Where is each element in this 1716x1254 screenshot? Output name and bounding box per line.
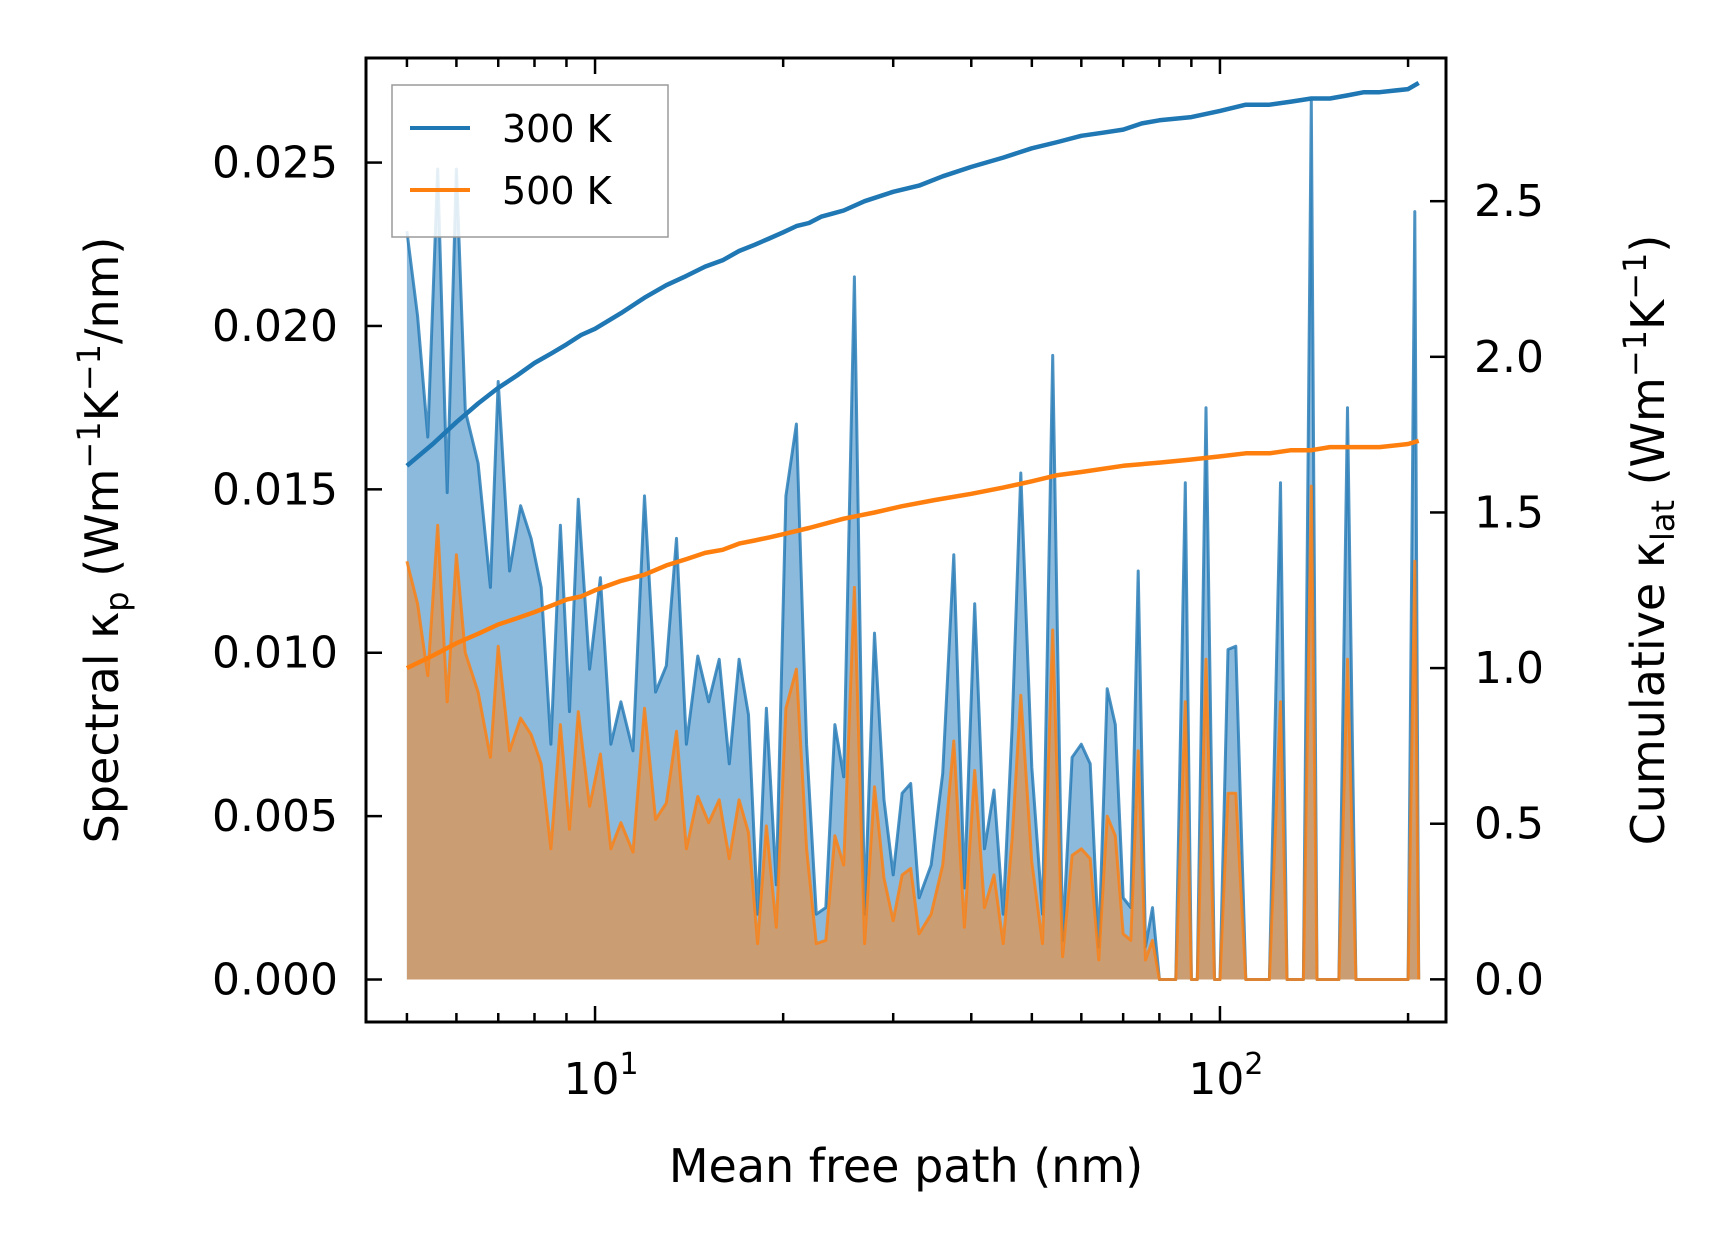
- legend-box: [391, 84, 669, 238]
- y-right-tick-label: 0.0: [1474, 954, 1544, 1005]
- y-right-tick-labels: 0.0 0.5 1.0 1.5 2.0 2.5: [1474, 176, 1544, 1005]
- x-axis-title: Mean free path (nm): [669, 1139, 1143, 1193]
- x-tick-label: 101: [564, 1047, 639, 1105]
- y-right-tick-label: 0.5: [1474, 799, 1544, 850]
- y-right-tick-label: 2.5: [1474, 176, 1544, 227]
- y-left-tick-label: 0.020: [212, 301, 338, 352]
- legend-label-300k: 300 K: [502, 107, 613, 151]
- spectral-line-500k: [405, 484, 1421, 981]
- y-left-tick-label: 0.015: [212, 464, 338, 515]
- y-right-axis-title: Cumulative κlat (Wm−1K−1): [1616, 235, 1682, 846]
- y-left-tick-label: 0.000: [212, 955, 338, 1006]
- plot-area: [405, 80, 1421, 981]
- cumulative-line-500k: [405, 438, 1420, 671]
- axes-frame: [364, 56, 1448, 1024]
- y-left-tick-label: 0.005: [212, 791, 338, 842]
- y-left-tick-labels: 0.000 0.005 0.010 0.015 0.020 0.025: [212, 138, 338, 1006]
- legend: 300 K 500 K: [391, 84, 669, 238]
- cumulative-line-300k: [405, 80, 1420, 468]
- spectral-area-300k: [406, 100, 1419, 980]
- y-right-tick-label: 1.0: [1474, 643, 1544, 694]
- y-left-tick-label: 0.025: [212, 138, 338, 189]
- y-left-tick-label: 0.010: [212, 628, 338, 679]
- y-right-tick-label: 2.0: [1474, 332, 1544, 383]
- legend-label-500k: 500 K: [502, 169, 613, 213]
- spectral-area-500k: [406, 486, 1419, 980]
- tick-marks: [366, 58, 1446, 1022]
- x-tick-label: 102: [1188, 1047, 1263, 1105]
- y-right-tick-label: 1.5: [1474, 487, 1544, 538]
- y-left-axis-title: Spectral κp (Wm−1K−1/nm): [70, 237, 136, 844]
- x-tick-labels: 101 102: [564, 1047, 1264, 1105]
